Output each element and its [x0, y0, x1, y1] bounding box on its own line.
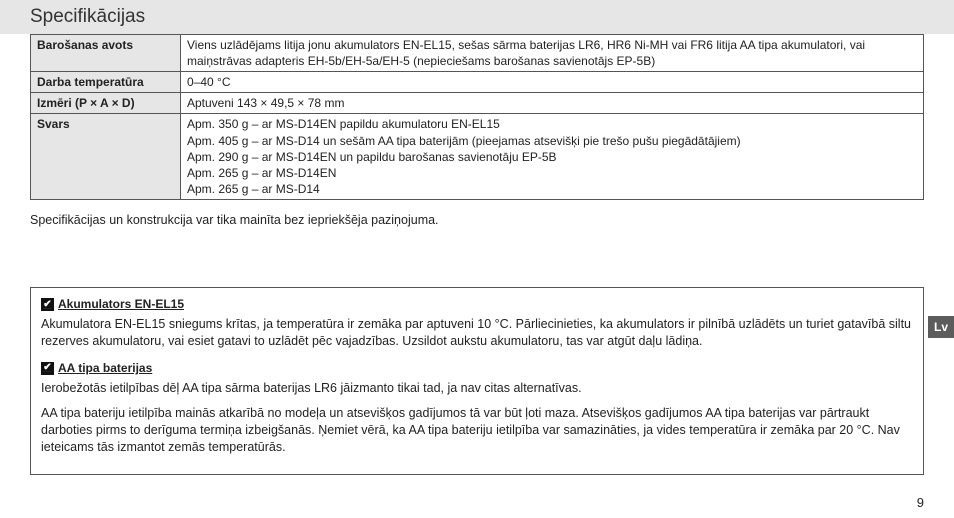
info-title-text: Akumulators EN-EL15 [58, 296, 184, 312]
section-title: Specifikācijas [0, 0, 954, 34]
spec-label-dim: Izmēri (P × A × D) [31, 93, 181, 114]
info-box: ✔ Akumulators EN-EL15 Akumulatora EN-EL1… [30, 287, 924, 475]
spec-table: Barošanas avots Viens uzlādējams litija … [30, 34, 924, 201]
spec-table-wrap: Barošanas avots Viens uzlādējams litija … [0, 34, 954, 207]
weight-line: Apm. 265 g – ar MS-D14EN [187, 165, 917, 181]
table-row: Svars Apm. 350 g – ar MS-D14EN papildu a… [31, 114, 924, 200]
page-number: 9 [917, 494, 924, 512]
info-title: ✔ Akumulators EN-EL15 [41, 296, 913, 312]
check-icon: ✔ [41, 298, 54, 311]
info-title: ✔ AA tipa baterijas [41, 360, 913, 376]
info-text: AA tipa bateriju ietilpība mainās atkarī… [41, 405, 913, 456]
weight-line: Apm. 290 g – ar MS-D14EN un papildu baro… [187, 149, 917, 165]
info-text: Ierobežotās ietilpības dēļ AA tipa sārma… [41, 380, 913, 397]
check-icon: ✔ [41, 362, 54, 375]
footnote: Specifikācijas un konstrukcija var tika … [0, 206, 954, 239]
table-row: Barošanas avots Viens uzlādējams litija … [31, 34, 924, 71]
table-row: Darba temperatūra 0–40 °C [31, 72, 924, 93]
weight-line: Apm. 350 g – ar MS-D14EN papildu akumula… [187, 116, 917, 132]
info-section-aa: ✔ AA tipa baterijas Ierobežotās ietilpīb… [41, 360, 913, 456]
weight-line: Apm. 265 g – ar MS-D14 [187, 181, 917, 197]
spec-label-power: Barošanas avots [31, 34, 181, 71]
table-row: Izmēri (P × A × D) Aptuveni 143 × 49,5 ×… [31, 93, 924, 114]
spec-label-weight: Svars [31, 114, 181, 200]
info-text: Akumulatora EN-EL15 sniegums krītas, ja … [41, 316, 913, 350]
info-section-battery: ✔ Akumulators EN-EL15 Akumulatora EN-EL1… [41, 296, 913, 350]
weight-line: Apm. 405 g – ar MS-D14 un sešām AA tipa … [187, 133, 917, 149]
spec-value-power: Viens uzlādējams litija jonu akumulators… [181, 34, 924, 71]
spec-label-temp: Darba temperatūra [31, 72, 181, 93]
spec-value-dim: Aptuveni 143 × 49,5 × 78 mm [181, 93, 924, 114]
language-tab: Lv [928, 316, 954, 338]
spec-value-weight: Apm. 350 g – ar MS-D14EN papildu akumula… [181, 114, 924, 200]
info-title-text: AA tipa baterijas [58, 360, 152, 376]
spec-value-temp: 0–40 °C [181, 72, 924, 93]
